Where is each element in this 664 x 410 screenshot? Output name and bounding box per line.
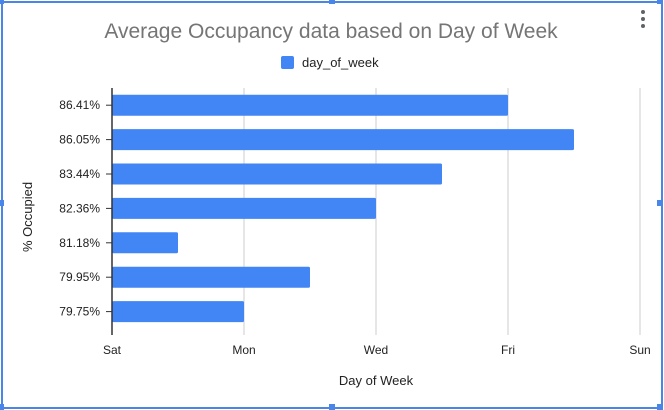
bar[interactable]: [112, 232, 178, 254]
y-tick-label: 79.95%: [59, 270, 100, 284]
x-tick-label: Fri: [501, 343, 515, 357]
resize-handle-bottom-center[interactable]: [329, 404, 335, 410]
menu-dot: [641, 10, 645, 14]
menu-dot: [641, 24, 645, 28]
resize-handle-middle-left[interactable]: [0, 200, 4, 206]
resize-handle-bottom-left[interactable]: [0, 404, 4, 410]
x-tick-label: Sat: [103, 343, 122, 357]
x-tick-label: Mon: [232, 343, 255, 357]
resize-handle-top-center[interactable]: [329, 0, 335, 4]
legend-label[interactable]: day_of_week: [302, 55, 379, 70]
y-tick-label: 86.05%: [59, 133, 100, 147]
chart-title: Average Occupancy data based on Day of W…: [104, 20, 558, 43]
x-axis-tick-labels: Sat Mon Wed Fri Sun: [103, 343, 651, 357]
bar[interactable]: [112, 197, 376, 219]
bar[interactable]: [112, 129, 574, 151]
y-tick-label: 83.44%: [59, 167, 100, 181]
chart-menu-icon[interactable]: [640, 10, 646, 30]
resize-handle-top-right[interactable]: [657, 0, 663, 4]
legend-swatch: [281, 56, 294, 69]
y-axis-tick-labels: 86.41% 86.05% 83.44% 82.36% 81.18% 79.95% 79.7…: [59, 98, 112, 319]
resize-handle-top-left[interactable]: [0, 0, 4, 4]
resize-handle-middle-right[interactable]: [657, 200, 663, 206]
y-tick-label: 81.18%: [59, 236, 100, 250]
y-tick-label: 79.75%: [59, 305, 100, 319]
bar[interactable]: [112, 94, 508, 116]
menu-dot: [641, 17, 645, 21]
y-tick-label: 82.36%: [59, 201, 100, 215]
resize-handle-bottom-right[interactable]: [657, 404, 663, 410]
bar[interactable]: [112, 301, 244, 323]
bar[interactable]: [112, 163, 442, 185]
x-tick-label: Wed: [364, 343, 388, 357]
bar[interactable]: [112, 266, 310, 288]
x-axis-title: Day of Week: [339, 373, 414, 388]
y-tick-label: 86.41%: [59, 98, 100, 112]
x-tick-label: Sun: [629, 343, 650, 357]
bars: [112, 94, 574, 323]
y-axis-title: % Occupied: [20, 182, 35, 252]
